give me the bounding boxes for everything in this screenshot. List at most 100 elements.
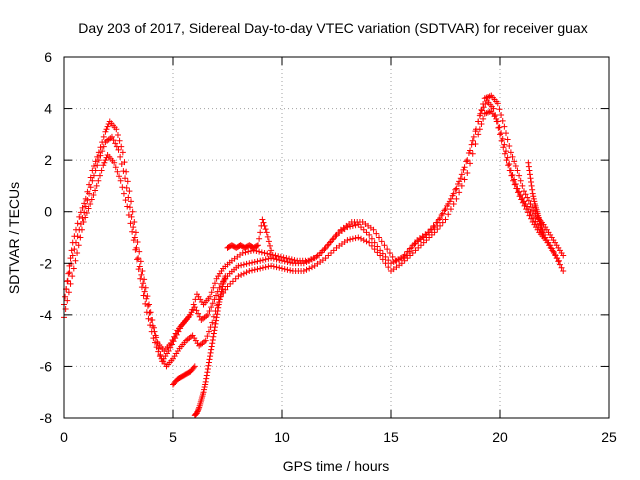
- data-point: [70, 265, 77, 272]
- data-point: [131, 234, 138, 241]
- tick-layer: 0 5 10 15 20 25 -8 -6 -4 -2 0 2 4 6: [40, 49, 617, 445]
- data-point: [74, 249, 81, 256]
- data-point: [206, 356, 213, 363]
- data-point: [465, 150, 472, 157]
- data-point: [288, 256, 295, 263]
- data-point: [119, 149, 126, 156]
- data-point: [504, 136, 511, 143]
- y-tick-label: -4: [40, 307, 53, 323]
- data-point: [143, 295, 150, 302]
- data-point: [100, 162, 107, 169]
- data-point: [245, 248, 252, 255]
- data-point: [157, 351, 164, 358]
- data-point: [93, 182, 100, 189]
- data-point: [392, 257, 399, 264]
- data-point: [423, 237, 430, 244]
- data-point: [382, 253, 389, 260]
- data-point: [246, 268, 253, 275]
- data-point: [255, 242, 262, 249]
- data-point: [398, 260, 405, 267]
- data-point: [519, 199, 526, 206]
- data-point: [525, 163, 532, 170]
- data-point: [137, 275, 144, 282]
- data-point: [264, 250, 271, 257]
- data-point: [330, 247, 337, 254]
- data-point: [268, 255, 275, 262]
- data-point: [71, 246, 78, 253]
- data-point: [531, 198, 538, 205]
- data-point: [511, 176, 518, 183]
- x-tick-label: 15: [383, 429, 399, 445]
- data-point: [147, 322, 154, 329]
- data-point: [262, 226, 269, 233]
- data-point: [92, 187, 99, 194]
- data-point: [469, 137, 476, 144]
- data-point: [417, 242, 424, 249]
- data-point: [114, 168, 121, 175]
- data-point: [279, 257, 285, 264]
- data-point: [62, 293, 69, 300]
- x-axis-title: GPS time / hours: [283, 458, 390, 474]
- chart-title: Day 203 of 2017, Sidereal Day-to-day VTE…: [78, 20, 587, 36]
- data-point: [254, 266, 261, 273]
- data-point: [207, 349, 214, 356]
- data-point: [479, 107, 486, 114]
- data-point: [139, 268, 146, 275]
- data-point: [65, 270, 72, 277]
- data-point: [206, 307, 213, 314]
- data-point: [200, 389, 207, 396]
- data-point: [428, 226, 435, 233]
- data-point: [76, 226, 83, 233]
- data-point: [358, 235, 365, 242]
- data-point: [265, 255, 272, 262]
- data-point: [65, 289, 72, 296]
- data-point: [144, 293, 151, 300]
- data-point: [116, 137, 123, 144]
- data-point: [415, 244, 422, 251]
- data-point: [501, 141, 508, 148]
- data-point: [376, 234, 383, 241]
- data-point: [452, 186, 459, 193]
- data-point: [468, 141, 475, 148]
- data-point: [497, 131, 503, 138]
- data-point: [239, 249, 246, 256]
- data-point: [400, 253, 407, 260]
- data-point: [124, 178, 131, 185]
- data-point: [437, 222, 444, 229]
- data-point: [526, 167, 533, 174]
- data-point: [463, 158, 470, 165]
- data-point: [238, 271, 245, 278]
- data-point: [382, 260, 389, 267]
- data-point: [115, 146, 122, 153]
- data-point: [132, 229, 139, 236]
- data-point: [74, 233, 81, 240]
- data-point: [281, 258, 288, 265]
- data-point: [111, 159, 118, 166]
- data-point: [210, 330, 217, 337]
- x-tick-label: 10: [274, 429, 290, 445]
- data-point: [96, 172, 103, 179]
- data-point: [313, 253, 320, 260]
- data-point: [123, 168, 130, 175]
- data-point: [172, 330, 179, 337]
- data-point: [95, 177, 102, 184]
- x-tick-label: 5: [169, 429, 177, 445]
- data-point: [473, 126, 480, 133]
- data-point: [257, 265, 264, 272]
- data-point: [191, 304, 198, 311]
- data-point: [520, 188, 527, 195]
- data-point: [95, 157, 102, 164]
- y-tick-label: 0: [44, 204, 52, 220]
- data-point: [120, 190, 127, 197]
- data-point: [141, 288, 148, 295]
- data-point: [555, 257, 562, 264]
- data-point: [113, 143, 120, 150]
- data-point: [261, 249, 268, 256]
- data-point: [75, 242, 82, 249]
- data-point: [368, 235, 375, 242]
- data-point: [332, 233, 339, 240]
- data-point: [363, 238, 370, 245]
- data-point: [100, 133, 107, 140]
- data-point: [379, 256, 386, 263]
- data-point: [69, 273, 76, 280]
